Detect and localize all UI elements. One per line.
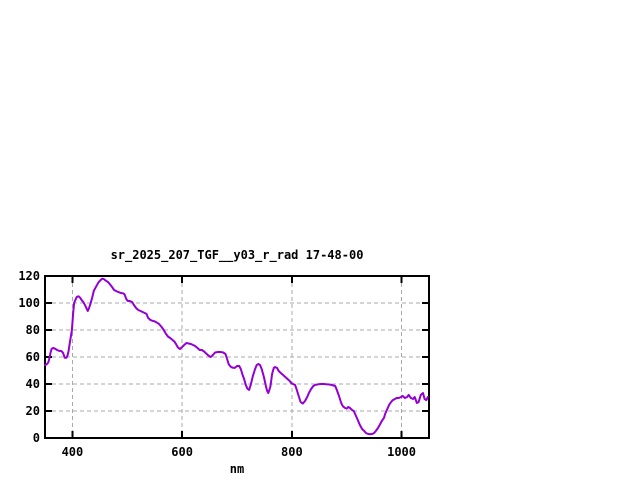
grid-lines: [45, 276, 429, 438]
x-tick-label: 1000: [387, 445, 417, 459]
y-tick-label: 80: [25, 323, 40, 337]
y-tick-label: 0: [32, 431, 40, 445]
chart-title: sr_2025_207_TGF__y03_r_rad 17-48-00: [110, 248, 364, 262]
x-tick-label: 600: [171, 445, 193, 459]
spectrum-line: [44, 277, 429, 436]
plot-border: [44, 275, 430, 439]
x-tick-label: 800: [281, 445, 303, 459]
y-tick-label: 120: [18, 269, 40, 283]
y-tick-label: 20: [25, 404, 40, 418]
x-tick-label: 400: [61, 445, 84, 459]
y-tick-label: 60: [25, 350, 40, 364]
y-tick-label: 100: [18, 296, 40, 310]
x-axis-label: nm: [229, 462, 245, 476]
y-tick-label: 40: [25, 377, 40, 391]
